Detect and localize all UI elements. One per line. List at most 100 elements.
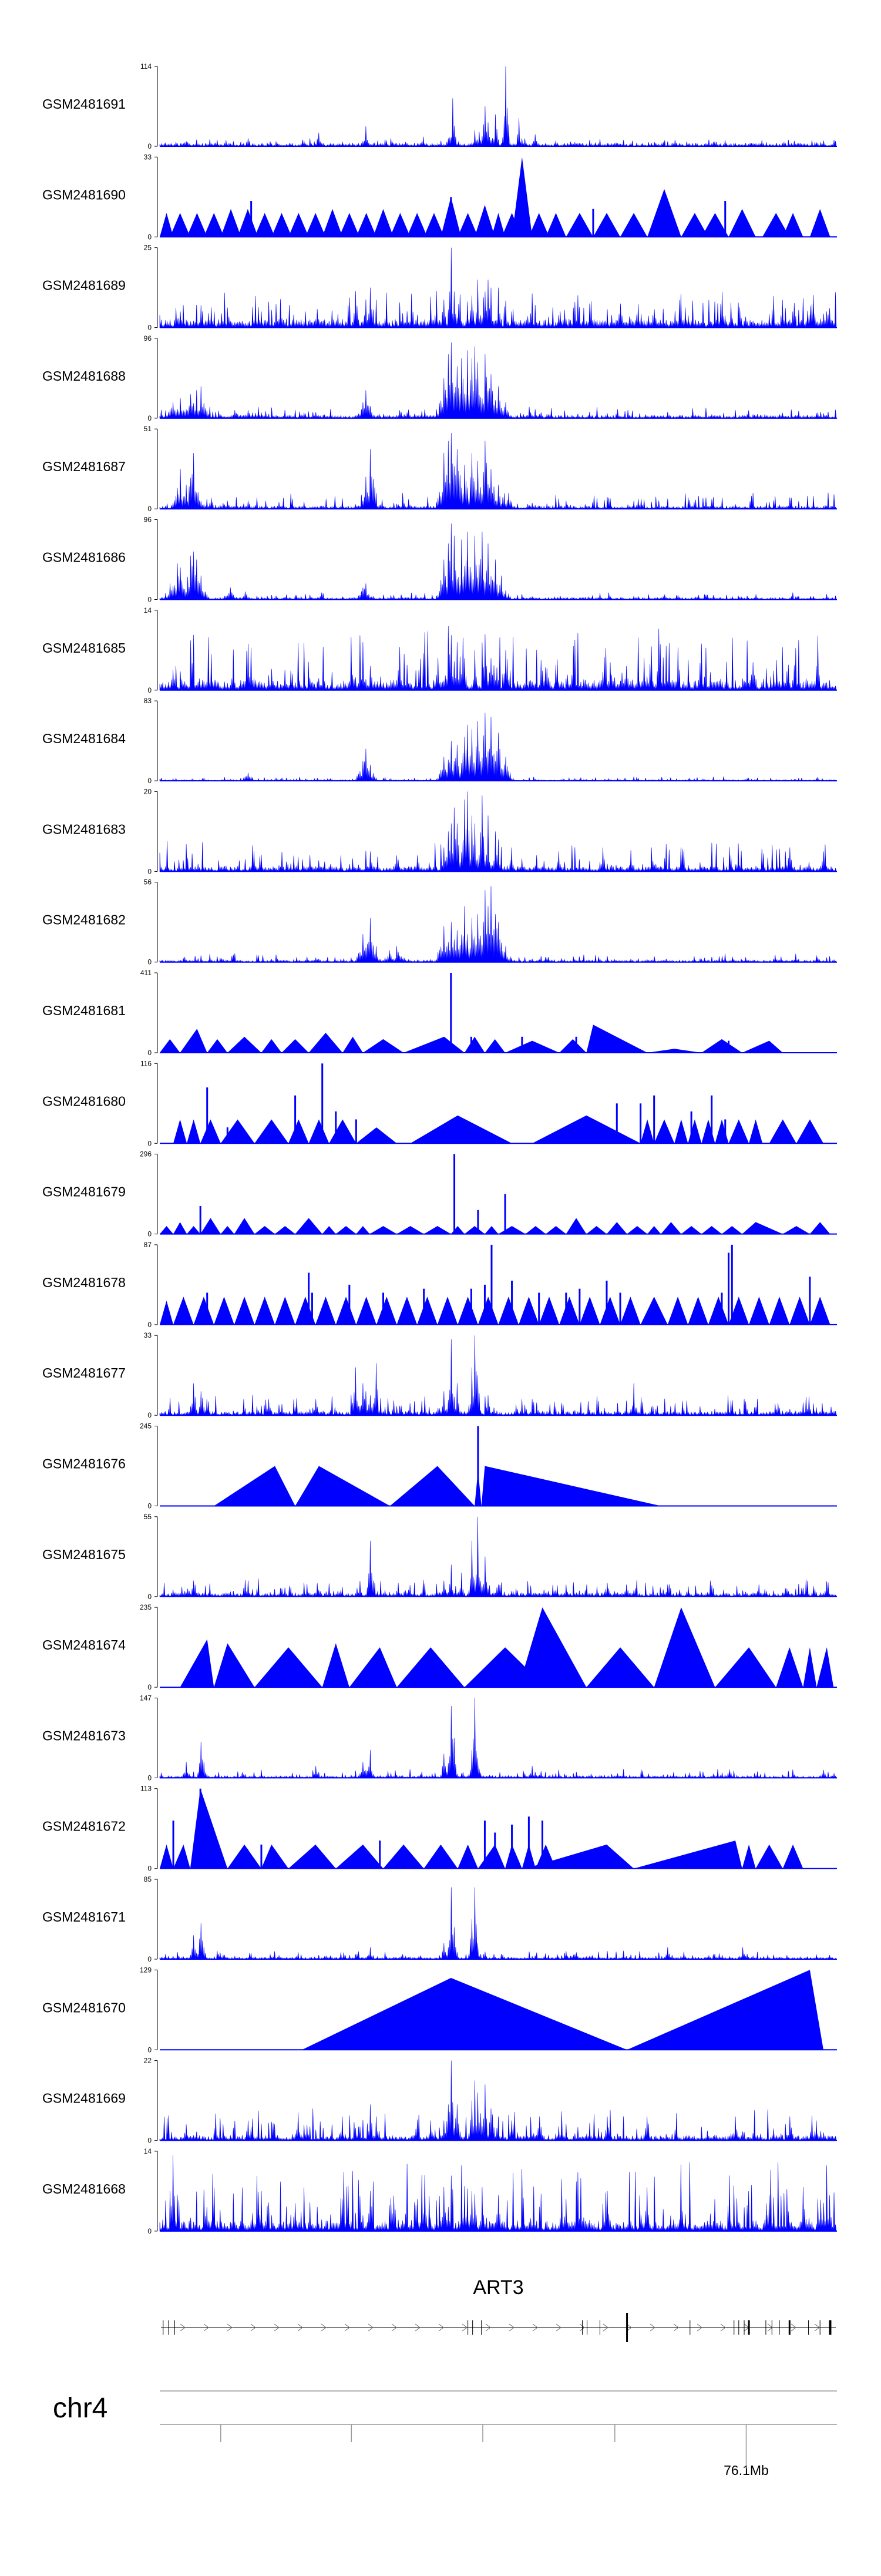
signal-triangle [478, 1297, 499, 1325]
signal-triangle [396, 1226, 424, 1234]
strand-arrow [391, 2323, 397, 2332]
signal-triangle [539, 1297, 560, 1325]
exon-mark [829, 2320, 832, 2335]
signal-triangle [308, 1033, 343, 1053]
y-axis-max-label: 87 [144, 1241, 152, 1249]
signal-triangle [728, 1119, 749, 1144]
signal-peak [477, 1426, 479, 1506]
signal-triangle [782, 1844, 803, 1869]
signal-triangle [373, 209, 394, 237]
signal-peak [490, 1244, 493, 1325]
signal-area [159, 523, 837, 600]
signal-triangle [390, 1466, 475, 1506]
signal-triangle [620, 1297, 641, 1325]
y-axis-max-label: 96 [144, 334, 152, 342]
signal-triangle [406, 213, 428, 237]
track-label: GSM2481673 [42, 1728, 126, 1743]
signal-peak [592, 209, 594, 237]
track-label: GSM2481675 [42, 1547, 126, 1562]
strand-arrow [344, 2323, 350, 2332]
signal-triangle [701, 1039, 742, 1053]
signal-triangle [254, 1119, 289, 1144]
signal-triangle [376, 1297, 397, 1325]
track-label: GSM2481676 [42, 1456, 126, 1472]
signal-triangle [559, 1297, 580, 1325]
strand-arrow [650, 2323, 655, 2332]
signal-triangle [532, 1115, 641, 1144]
signal-peak [721, 1292, 723, 1325]
signal-peak [450, 197, 452, 237]
y-axis-min-label: 0 [147, 958, 152, 966]
track-GSM2481673: GSM2481673 147 0 [42, 1694, 837, 1782]
signal-area [159, 1516, 837, 1597]
signal-triangle [237, 209, 258, 237]
y-axis-min-label: 0 [147, 2137, 152, 2145]
signal-triangle [254, 213, 275, 237]
signal-area [159, 342, 837, 419]
signal-triangle [288, 1844, 336, 1869]
signal-peak [308, 1272, 310, 1325]
y-axis-max-label: 20 [144, 787, 152, 795]
track-label: GSM2481678 [42, 1275, 126, 1290]
signal-triangle [809, 1297, 830, 1325]
signal-triangle [180, 1639, 214, 1688]
signal-peak [260, 1844, 263, 1869]
strand-arrow [579, 2323, 585, 2332]
signal-triangle [220, 1119, 255, 1144]
signal-area [159, 2060, 837, 2141]
signal-triangle [485, 1039, 506, 1053]
signal-peak [728, 1252, 730, 1325]
exon-mark [174, 2320, 175, 2335]
signal-peak [483, 1821, 486, 1869]
y-axis-min-label: 0 [147, 1139, 152, 1147]
signal-peak [511, 1824, 513, 1869]
y-axis-max-label: 83 [144, 697, 152, 705]
signal-triangle [295, 1297, 316, 1325]
signal-triangle [627, 1226, 648, 1234]
signal-triangle [437, 1297, 458, 1325]
signal-triangle [742, 1844, 756, 1869]
signal-triangle [288, 1119, 309, 1144]
track-GSM2481680: GSM2481680 116 0 [42, 1059, 837, 1147]
signal-peak [606, 1281, 608, 1325]
track-label: GSM2481677 [42, 1365, 126, 1381]
signal-peak [640, 1103, 642, 1144]
signal-triangle [362, 1039, 404, 1053]
signal-peak [579, 1288, 581, 1325]
y-axis-max-label: 14 [144, 606, 152, 614]
signal-triangle [308, 1119, 329, 1144]
signal-peak [483, 1284, 486, 1325]
signal-triangle [203, 213, 224, 237]
exon-mark [765, 2320, 766, 2335]
signal-triangle [329, 1119, 357, 1144]
track-label: GSM2481690 [42, 187, 126, 202]
y-axis-max-label: 33 [144, 1331, 152, 1339]
signal-triangle [715, 1647, 776, 1688]
signal-triangle [173, 1119, 187, 1144]
signal-peak [521, 1036, 523, 1053]
track-label: GSM2481684 [42, 731, 126, 746]
signal-area [159, 432, 837, 510]
signal-peak [250, 201, 253, 237]
strand-arrow [603, 2323, 608, 2332]
strand-arrow [203, 2323, 209, 2332]
signal-triangle [458, 1297, 478, 1325]
signal-triangle [728, 209, 756, 237]
track-label: GSM2481687 [42, 459, 126, 474]
signal-triangle [305, 213, 326, 237]
signal-peak [294, 1095, 297, 1144]
track-GSM2481684: GSM2481684 83 0 [42, 697, 837, 785]
signal-peak [423, 1288, 425, 1325]
signal-triangle [214, 1297, 234, 1325]
exon-mark [819, 2320, 821, 2335]
signal-peak [541, 1821, 543, 1869]
signal-triangle [749, 1297, 769, 1325]
signal-triangle [634, 1841, 742, 1869]
signal-triangle [519, 1607, 587, 1688]
track-GSM2481678: GSM2481678 87 0 [42, 1241, 837, 1329]
signal-peak [470, 1036, 472, 1053]
signal-peak [453, 1154, 456, 1234]
strand-arrow [720, 2323, 726, 2332]
y-axis-min-label: 0 [147, 1683, 152, 1691]
signal-triangle [322, 1226, 336, 1234]
